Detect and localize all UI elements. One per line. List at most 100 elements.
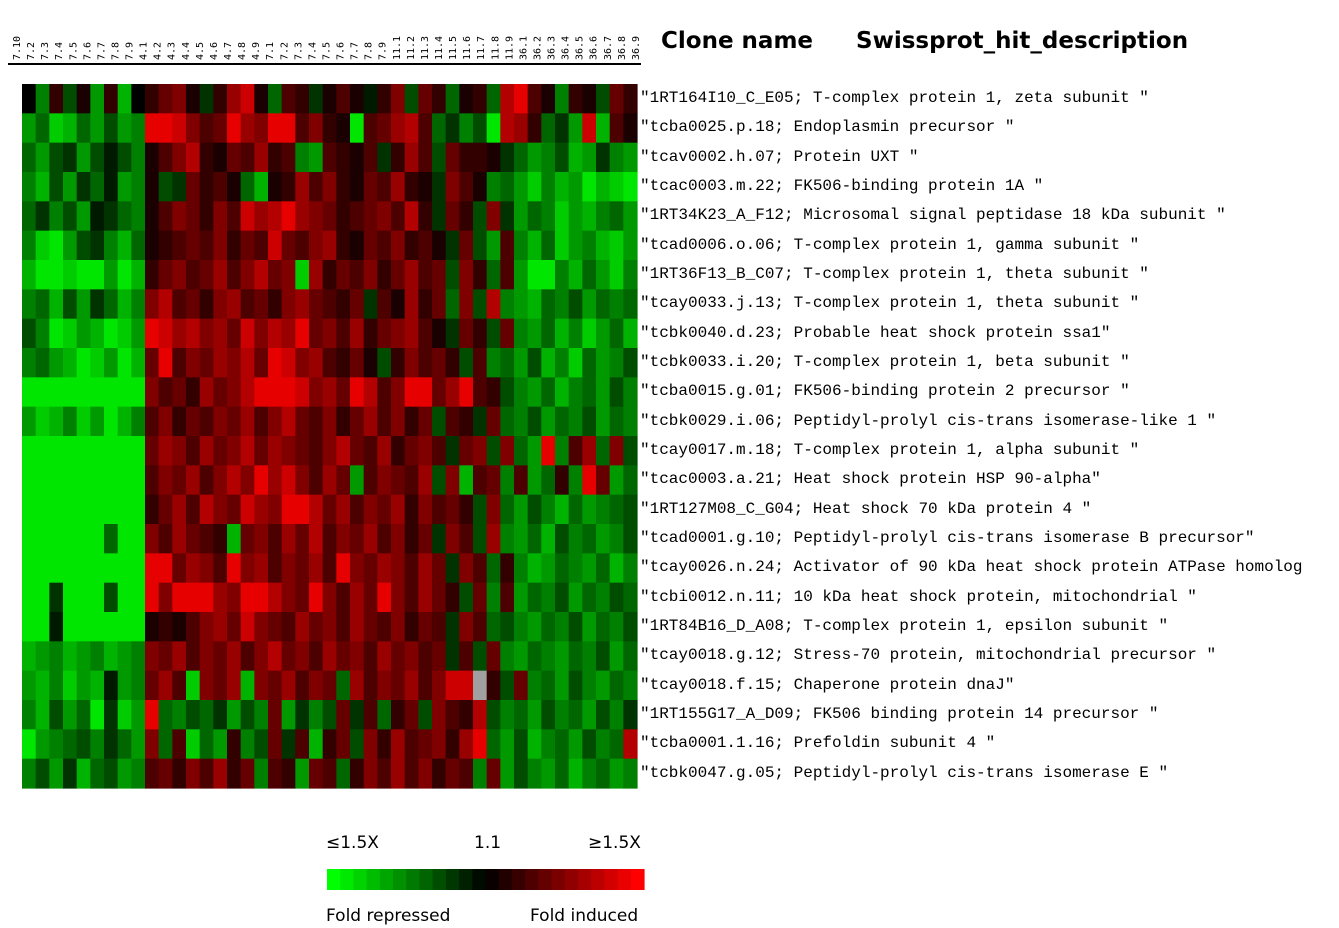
- heatmap-cell: [76, 641, 91, 672]
- heatmap-cell: [500, 436, 515, 466]
- heatmap-cell: [158, 436, 173, 466]
- heatmap-cell: [22, 524, 37, 554]
- heatmap-cell: [418, 289, 433, 320]
- heatmap-cell: [377, 84, 392, 114]
- heatmap-cell: [76, 230, 91, 261]
- heatmap-cell: [336, 201, 351, 232]
- heatmap-cell: [309, 670, 324, 701]
- heatmap-cell: [432, 113, 447, 144]
- heatmap-cell: [500, 289, 515, 320]
- heatmap-cell: [432, 230, 447, 261]
- heatmap-cell: [145, 84, 160, 114]
- heatmap-cell: [35, 348, 50, 378]
- heatmap-cell: [555, 289, 570, 320]
- heatmap-cell: [500, 641, 515, 672]
- heatmap-cell: [104, 230, 119, 261]
- legend-color-segment: [511, 869, 526, 890]
- heatmap-cell: [391, 729, 406, 760]
- heatmap-cell: [63, 582, 78, 613]
- heatmap-cell: [459, 172, 474, 202]
- heatmap-cell: [568, 436, 583, 466]
- heatmap-cell: [432, 260, 447, 290]
- heatmap-cell: [22, 142, 37, 173]
- heatmap-cell: [459, 436, 474, 466]
- heatmap-cell: [90, 406, 105, 437]
- heatmap-cell: [104, 348, 119, 378]
- column-label: 7.9: [125, 42, 136, 60]
- heatmap-cell: [623, 582, 638, 613]
- heatmap-cell: [350, 289, 365, 320]
- heatmap-cell: [49, 612, 64, 642]
- heatmap-cell: [227, 348, 242, 378]
- heatmap-cell: [473, 641, 488, 672]
- heatmap-cell: [90, 436, 105, 466]
- heatmap-cell: [377, 406, 392, 437]
- heatmap-cell: [131, 700, 146, 730]
- heatmap-cell: [609, 377, 624, 408]
- heatmap-cell: [623, 524, 638, 554]
- heatmap-cell: [213, 465, 228, 496]
- heatmap-cell: [254, 113, 269, 144]
- heatmap-cell: [35, 377, 50, 408]
- column-label: 11.2: [406, 36, 417, 60]
- heatmap-cell: [418, 201, 433, 232]
- column-label: 11.7: [476, 36, 487, 60]
- heatmap-cell: [63, 436, 78, 466]
- heatmap-cell: [158, 670, 173, 701]
- column-label: 11.6: [462, 36, 473, 60]
- heatmap-cell: [623, 436, 638, 466]
- heatmap-cell: [459, 582, 474, 613]
- heatmap-cell: [213, 641, 228, 672]
- heatmap-cell: [295, 201, 310, 232]
- heatmap-cell: [186, 700, 201, 730]
- heatmap-cell: [90, 641, 105, 672]
- legend-bar-group: [327, 869, 645, 890]
- heatmap-cell: [213, 524, 228, 554]
- heatmap-cell: [514, 670, 529, 701]
- heatmap-cell: [145, 406, 160, 437]
- heatmap-cell: [117, 670, 132, 701]
- heatmap-cell: [268, 377, 283, 408]
- heatmap-cell: [404, 524, 419, 554]
- heatmap-cell: [623, 612, 638, 642]
- column-label: 7.8: [111, 42, 122, 60]
- heatmap-cell: [240, 553, 255, 584]
- heatmap-cell: [49, 465, 64, 496]
- legend-color-segment: [498, 869, 513, 890]
- legend-color-segment: [591, 869, 605, 890]
- heatmap-cell: [404, 348, 419, 378]
- heatmap-cell: [35, 524, 50, 554]
- heatmap-cell: [377, 641, 392, 672]
- heatmap-cell: [117, 465, 132, 496]
- heatmap-cell: [486, 670, 501, 701]
- heatmap-cell: [117, 553, 132, 584]
- heatmap-cell: [404, 641, 419, 672]
- heatmap-cell: [555, 406, 570, 437]
- heatmap-cell: [500, 670, 515, 701]
- legend-color-segment: [445, 869, 460, 890]
- heatmap-cell: [514, 230, 529, 261]
- heatmap-cell: [514, 84, 529, 114]
- heatmap-cell: [555, 348, 570, 378]
- heatmap-cell: [500, 172, 515, 202]
- heatmap-cell: [268, 436, 283, 466]
- heatmap-cell: [322, 553, 337, 584]
- heatmap-cell: [158, 230, 173, 261]
- heatmap-cell: [240, 729, 255, 760]
- heatmap-cell: [514, 700, 529, 730]
- heatmap-cell: [172, 465, 187, 496]
- heatmap-cell: [568, 524, 583, 554]
- description-header: Swissprot_hit_description: [856, 28, 1189, 54]
- heatmap-cell: [63, 465, 78, 496]
- heatmap-cell: [131, 201, 146, 232]
- heatmap-cell: [281, 406, 296, 437]
- heatmap-cell: [281, 142, 296, 173]
- heatmap-cell: [227, 670, 242, 701]
- heatmap-cell: [63, 289, 78, 320]
- heatmap-cell: [172, 84, 187, 114]
- heatmap-cell: [295, 494, 310, 525]
- heatmap-cell: [582, 113, 597, 144]
- heatmap-cell: [527, 406, 542, 437]
- heatmap-cell: [609, 641, 624, 672]
- heatmap-cell: [117, 436, 132, 466]
